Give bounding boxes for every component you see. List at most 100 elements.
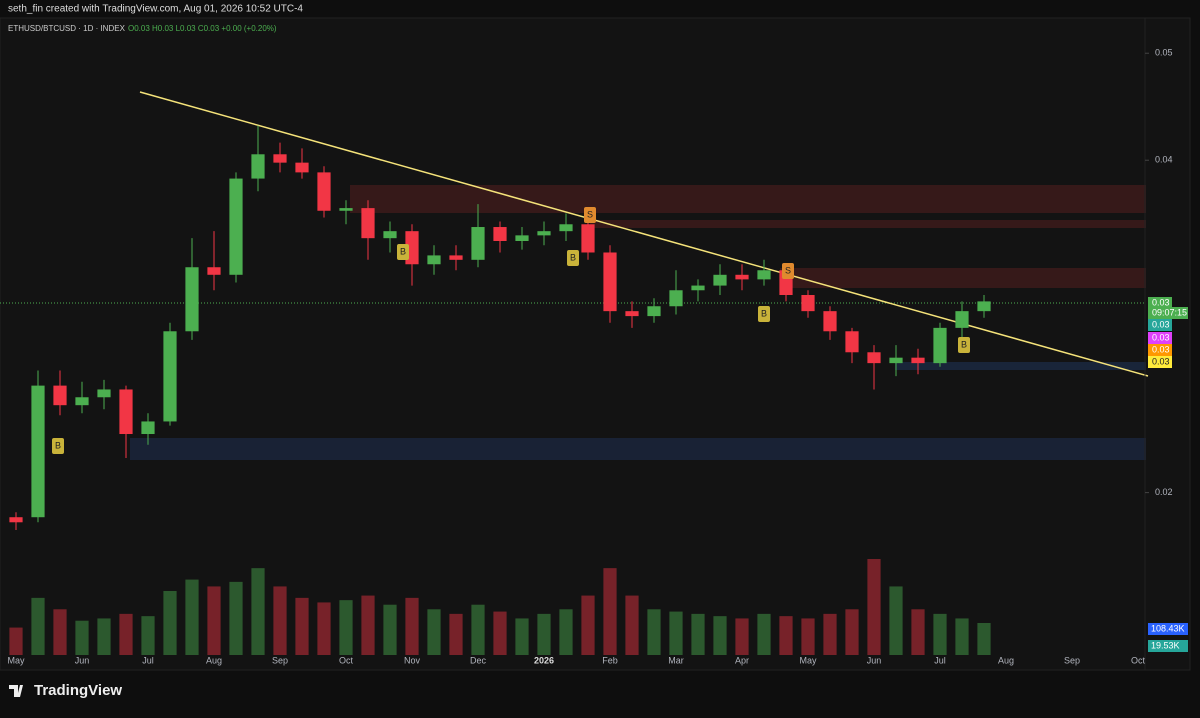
plot: 0.05 0.04 0.02 May Jun Jul Aug Sep Oct Nov Dec 2026… — [7, 18, 1188, 670]
x-tick-label: Jun — [867, 655, 882, 665]
signal-badge — [52, 438, 64, 454]
candle-body — [317, 172, 331, 211]
candle-body — [141, 421, 155, 435]
resistance-zone — [350, 185, 1146, 213]
candle-body — [933, 327, 947, 364]
x-tick-label: Nov — [404, 655, 421, 665]
volume-bar — [53, 609, 67, 655]
volume-bar — [955, 618, 969, 655]
volume-bar — [97, 618, 111, 655]
price-label: 0.03 — [1152, 356, 1170, 366]
ohlc: O0.03 H0.03 L0.03 C0.03 +0.00 (+0.20%) — [128, 24, 277, 33]
volume-bar — [559, 609, 573, 655]
x-tick-label: Jul — [142, 655, 154, 665]
volume-bar — [911, 609, 925, 655]
volume-bar — [9, 627, 23, 655]
volume-bar — [185, 579, 199, 655]
candle-body — [53, 385, 67, 406]
candle-body — [9, 517, 23, 523]
chart-panel — [0, 17, 1191, 671]
volume-bar — [229, 581, 243, 655]
signal-label: B — [570, 252, 576, 262]
x-tick-label: Sep — [1064, 655, 1080, 665]
candle-body — [75, 397, 89, 406]
signal-label: S — [785, 265, 791, 275]
volume-bar — [163, 591, 177, 655]
candle-body — [97, 389, 111, 398]
resistance-zone — [590, 220, 1146, 228]
x-tick-label: Jul — [934, 655, 946, 665]
x-tick-label: Mar — [668, 655, 684, 665]
volume-bar — [383, 604, 397, 655]
candle-body — [603, 252, 617, 312]
candle-body — [735, 274, 749, 280]
candle-body — [163, 331, 177, 422]
x-tick-label: 2026 — [534, 655, 554, 665]
x-tick-label: Aug — [998, 655, 1014, 665]
volume-bar — [515, 618, 529, 655]
volume-bar — [823, 613, 837, 655]
brand: TradingView — [34, 682, 122, 699]
y-tick-label: 0.05 — [1155, 48, 1173, 58]
volume-bar — [493, 611, 507, 655]
candle-body — [647, 306, 661, 317]
candle-body — [713, 274, 727, 286]
x-tick-label: May — [7, 655, 25, 665]
candle-body — [383, 231, 397, 239]
volume-label: 108.43K — [1151, 623, 1185, 633]
volume-bar — [427, 609, 441, 655]
volume-bar — [647, 609, 661, 655]
signal-label: B — [761, 308, 767, 318]
logo — [9, 685, 23, 697]
volume-bar — [119, 613, 133, 655]
signal-badge — [567, 250, 579, 266]
candle-body — [207, 267, 221, 275]
resistance-zone — [780, 268, 1146, 288]
volume-bar — [691, 613, 705, 655]
volume-bar — [713, 616, 727, 655]
volume-bar — [625, 595, 639, 655]
candle-body — [471, 227, 485, 260]
volume-bar — [757, 613, 771, 655]
volume-bar — [669, 611, 683, 655]
candle-body — [581, 224, 595, 253]
candle-body — [867, 352, 881, 364]
signal-badge — [782, 263, 794, 279]
signal-label: B — [55, 440, 61, 450]
volume-bar — [449, 613, 463, 655]
x-tick-label: Oct — [1131, 655, 1146, 665]
signal-label: B — [961, 339, 967, 349]
volume-bar — [581, 595, 595, 655]
trendline — [139, 91, 1149, 377]
candle-body — [229, 178, 243, 275]
candle-body — [537, 231, 551, 236]
x-tick-label: Dec — [470, 655, 487, 665]
signal-badge — [758, 306, 770, 322]
candle-body — [493, 227, 507, 242]
volume-label-box — [1148, 640, 1188, 652]
volume-bar — [845, 609, 859, 655]
price-label: 0.03 — [1152, 297, 1170, 307]
price-label: 0.03 — [1152, 344, 1170, 354]
candle-body — [691, 285, 705, 291]
credit: seth_fin created with TradingView.com, A… — [8, 4, 303, 15]
x-tick-label: Jun — [75, 655, 90, 665]
x-tick-label: Apr — [735, 655, 749, 665]
candle-body — [559, 224, 573, 232]
volume-bar — [273, 586, 287, 655]
signal-label: S — [587, 209, 593, 219]
symbol: ETHUSD/BTCUSD · 1D · INDEX — [8, 24, 126, 33]
candle-body — [31, 385, 45, 518]
candle-body — [757, 270, 771, 280]
candle-body — [185, 267, 199, 332]
volume-bar — [141, 616, 155, 655]
candle-body — [889, 357, 903, 364]
x-tick-label: Sep — [272, 655, 288, 665]
candle-body — [911, 357, 925, 364]
candle-body — [119, 389, 133, 435]
candle-body — [801, 295, 815, 312]
candle-body — [427, 255, 441, 265]
x-tick-label: Feb — [602, 655, 618, 665]
